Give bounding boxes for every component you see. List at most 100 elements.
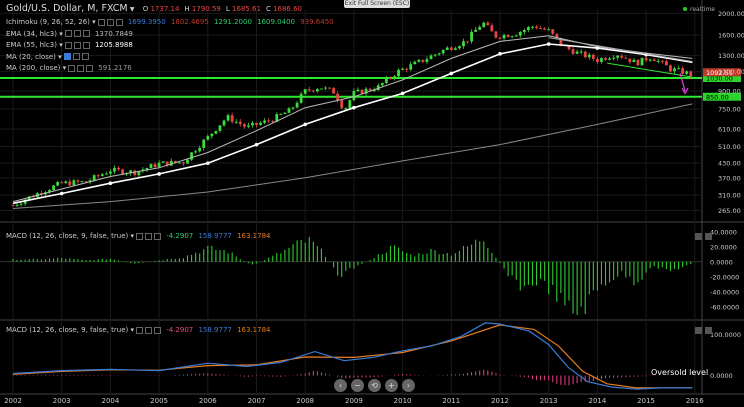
year-tick-label: 2013 [540,397,558,405]
zoom-out-icon[interactable]: − [351,379,364,392]
chevron-down-icon[interactable]: ▾ [58,52,62,61]
price-tick-label: 1300.00 [718,52,744,60]
scroll-right-icon[interactable]: › [402,379,415,392]
candle-body [242,124,246,127]
candle-body [441,49,445,54]
year-tick-label: 2007 [248,397,266,405]
candle-body [449,47,453,50]
ohlc-l: L 1685.61 [226,5,261,13]
settings-icon[interactable] [97,18,105,26]
candle-body [498,37,502,39]
indicator-row: Ichimoku (9, 26, 52, 26) ▾ 1699.3950 180… [6,17,334,28]
ema55-marker [449,71,454,76]
settings-icon[interactable] [82,41,90,49]
chevron-down-icon[interactable]: ▾ [62,64,67,72]
settings-icon[interactable] [73,30,81,37]
settings-icon[interactable] [82,30,90,37]
realtime-label: realtime [690,6,715,13]
macd1-tick-label: -40.0000 [710,288,739,296]
settings-icon[interactable] [135,232,143,240]
candle-body [92,175,96,181]
ohlc-letter: H [184,5,192,13]
settings-icon[interactable] [153,326,161,334]
candle-body [11,205,15,207]
settings-icon[interactable] [72,53,80,60]
exit-fullscreen-button[interactable]: Exit Full Screen (ESC) [344,0,410,8]
chevron-down-icon[interactable]: ▾ [130,232,134,240]
chevron-down-icon[interactable]: ▾ [59,29,63,38]
visibility-toggle-icon[interactable] [63,53,71,60]
macd2-tick-label: 0.0000 [710,372,733,380]
pane-indicator-value: -4.2907 [163,326,194,334]
pane-control-icon[interactable] [705,327,712,334]
chevron-down-icon[interactable]: ▾ [59,41,63,49]
candle-body [470,31,473,42]
settings-icon[interactable] [73,41,81,49]
candle-body [409,64,413,70]
settings-icon[interactable] [64,41,72,49]
candle-body [315,89,319,92]
indicator-value: 939.6450 [298,18,334,26]
candle-body [689,71,693,77]
pane-control-icon[interactable] [695,327,702,334]
settings-icon[interactable] [77,64,85,72]
candle-body [510,36,514,38]
ema55-marker [59,191,64,196]
year-tick-label: 2012 [491,397,509,405]
pane-indicator-value: 163.1784 [234,232,271,240]
candle-body [360,89,364,94]
candle-body [620,55,624,58]
candle-body [344,108,348,110]
candle-body [579,51,583,53]
candle-body [206,136,210,140]
settings-icon[interactable] [144,326,152,334]
candle-body [31,196,35,198]
settings-icon[interactable] [135,326,143,334]
scroll-left-icon[interactable]: ‹ [334,379,347,392]
candle-body [664,61,668,66]
candle-body [64,181,68,183]
settings-icon[interactable] [86,64,94,72]
navigation-bar: ‹ − ⟲ + › [334,373,419,392]
candle-body [364,88,368,94]
candle-body [389,77,392,79]
reset-icon[interactable]: ⟲ [368,379,381,392]
projection-arrow [679,73,686,92]
chevron-down-icon[interactable]: ▾ [130,326,134,334]
candle-body [68,181,72,186]
candle-body [72,180,76,186]
candle-body [182,162,185,164]
settings-icon[interactable] [68,64,76,72]
pane-control-icon[interactable] [705,233,712,240]
settings-icon[interactable] [144,232,152,240]
candle-body [56,182,60,186]
settings-icon[interactable] [115,18,123,26]
year-tick-label: 2015 [637,397,655,405]
candle-body [202,139,206,148]
settings-icon[interactable] [106,18,114,26]
ohlc-h: H 1790.59 [184,5,220,13]
zoom-in-icon[interactable]: + [385,379,398,392]
chevron-down-icon[interactable]: ▼ [129,6,135,13]
pane-control-icon[interactable] [695,233,702,240]
candle-body [624,57,628,59]
candle-body [173,160,177,163]
realtime-indicator: realtime [683,6,715,13]
candle-body [137,171,141,176]
settings-icon[interactable] [153,232,161,240]
indicator-name: Ichimoku (9, 26, 52, 26) [6,18,93,26]
ema55-marker [206,161,210,165]
candle-body [194,151,198,153]
indicator-value: 1609.0400 [254,18,295,26]
ohlc-o: O 1737.14 [143,5,180,13]
candle-body [384,77,388,84]
settings-icon[interactable] [81,53,89,60]
candle-body [190,152,193,160]
candle-body [393,76,396,79]
candle-body [681,68,685,74]
candle-body [320,88,323,90]
settings-icon[interactable] [64,30,72,37]
chevron-down-icon[interactable]: ▾ [92,18,96,26]
ohlc-c: C 1686.60 [266,5,302,13]
